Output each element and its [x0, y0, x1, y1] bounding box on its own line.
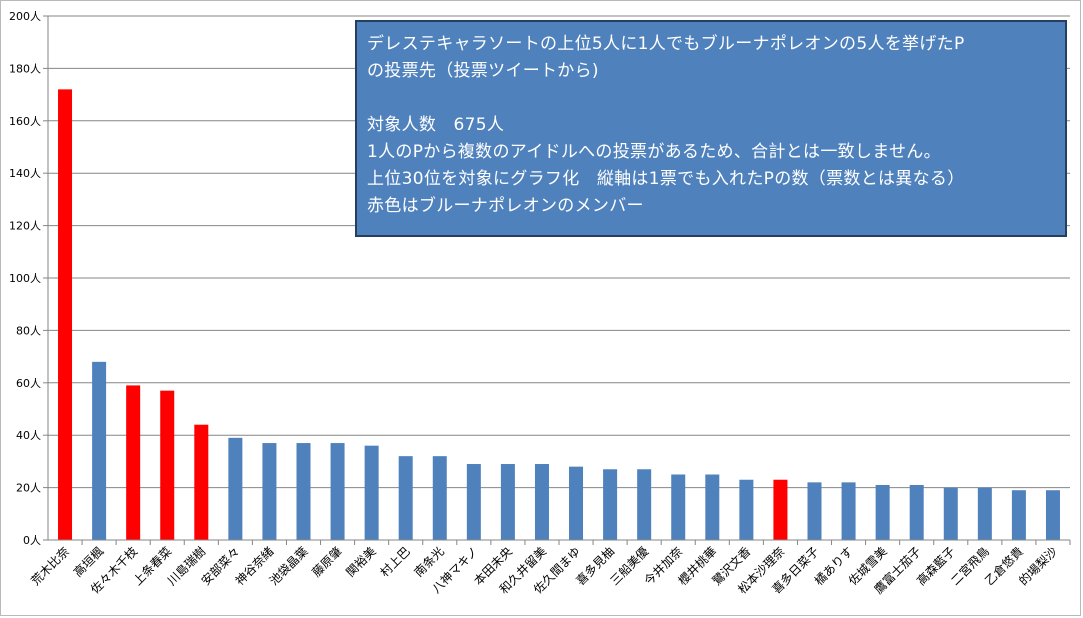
y-tick-label: 20人	[16, 482, 41, 495]
info-line-3: 対象人数 675人	[367, 115, 505, 135]
x-tick-label: 荒木比奈	[28, 544, 72, 588]
bar	[977, 487, 992, 540]
bar	[807, 482, 822, 540]
axes	[43, 15, 1071, 545]
y-tick-label: 120人	[9, 220, 41, 233]
bar	[398, 456, 413, 540]
bar	[262, 443, 277, 540]
info-line-6: 赤色はブルーナポレオンのメンバー	[367, 196, 644, 216]
bar	[637, 469, 652, 540]
bar	[875, 484, 890, 540]
info-annotation-box: デレステキャラソートの上位5人に1人でもブルーナポレオンの5人を挙げたP の投票…	[355, 20, 1067, 237]
y-tick-label: 0人	[23, 534, 41, 547]
y-tick-labels: 0人 20人 40人 60人 80人 100人 120人 140人 160人 180人 200人	[9, 10, 41, 547]
bar	[58, 89, 73, 541]
info-line-2: の投票先（投票ツイートから)	[367, 61, 599, 81]
bar	[466, 464, 481, 540]
x-tick-label: 藤原肇	[309, 544, 345, 580]
y-tick-label: 200人	[9, 10, 41, 23]
bar	[160, 390, 175, 540]
bar	[194, 424, 209, 540]
bar	[569, 466, 584, 540]
bar	[739, 479, 754, 540]
y-tick-label: 140人	[9, 167, 41, 180]
bar	[841, 482, 856, 540]
y-tick-label: 180人	[9, 62, 41, 75]
y-tick-label: 80人	[16, 324, 41, 337]
x-tick-label: 的場梨沙	[1016, 544, 1061, 589]
x-tick-label: 池袋晶葉	[267, 544, 311, 588]
y-tick-label: 160人	[9, 115, 41, 128]
bar	[228, 437, 243, 540]
y-tick-label: 40人	[16, 429, 41, 442]
bar	[432, 456, 447, 540]
bar	[1045, 490, 1060, 540]
bars	[58, 89, 1060, 541]
bar	[773, 479, 788, 540]
x-tick-label: 村上巴	[377, 544, 412, 579]
bar	[330, 443, 345, 540]
bar	[500, 464, 515, 540]
bar	[603, 469, 618, 540]
bar	[92, 361, 107, 540]
y-tick-label: 100人	[9, 272, 41, 285]
bar	[671, 474, 686, 540]
bar	[909, 484, 924, 540]
info-line-1: デレステキャラソートの上位5人に1人でもブルーナポレオンの5人を挙げたP	[367, 34, 965, 54]
bar	[534, 464, 549, 540]
bar	[943, 487, 958, 540]
x-tick-label: 関裕美	[343, 544, 379, 580]
x-tick-labels: 荒木比奈高垣楓佐々木千枝上条春菜川島瑞樹安部菜々神谷奈緒池袋晶葉藤原肇関裕美村上…	[28, 544, 1060, 597]
y-tick-label: 60人	[16, 377, 41, 390]
bar	[1011, 490, 1026, 540]
bar	[296, 443, 311, 540]
bar	[364, 445, 379, 540]
bar	[705, 474, 720, 540]
info-line-4: 1人のPから複数のアイドルへの投票があるため、合計とは一致しません。	[367, 142, 941, 162]
info-line-5: 上位30位を対象にグラフ化 縦軸は1票でも入れたPの数（票数とは異なる）	[367, 169, 965, 189]
bar	[126, 385, 141, 540]
